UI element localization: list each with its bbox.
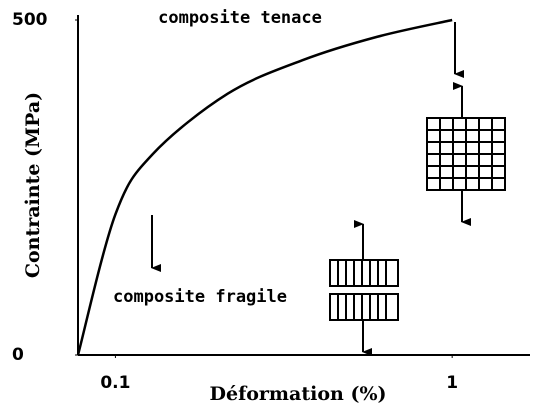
annotation: composite fragile <box>113 287 287 307</box>
x-tick-label: 0.1 <box>100 373 130 393</box>
y-tick-label: 500 <box>12 10 48 30</box>
annotation: composite tenace <box>158 8 322 28</box>
y-tick-label: 0 <box>12 345 24 365</box>
chart: Contrainte (MPa) Déformation (%) composi… <box>0 0 533 414</box>
fiber-icon <box>330 224 398 352</box>
y-axis-label: Contrainte (MPa) <box>22 92 44 278</box>
x-axis-label: Déformation (%) <box>210 383 387 405</box>
fiber-icon <box>427 86 505 222</box>
x-tick-label: 1 <box>446 373 458 393</box>
